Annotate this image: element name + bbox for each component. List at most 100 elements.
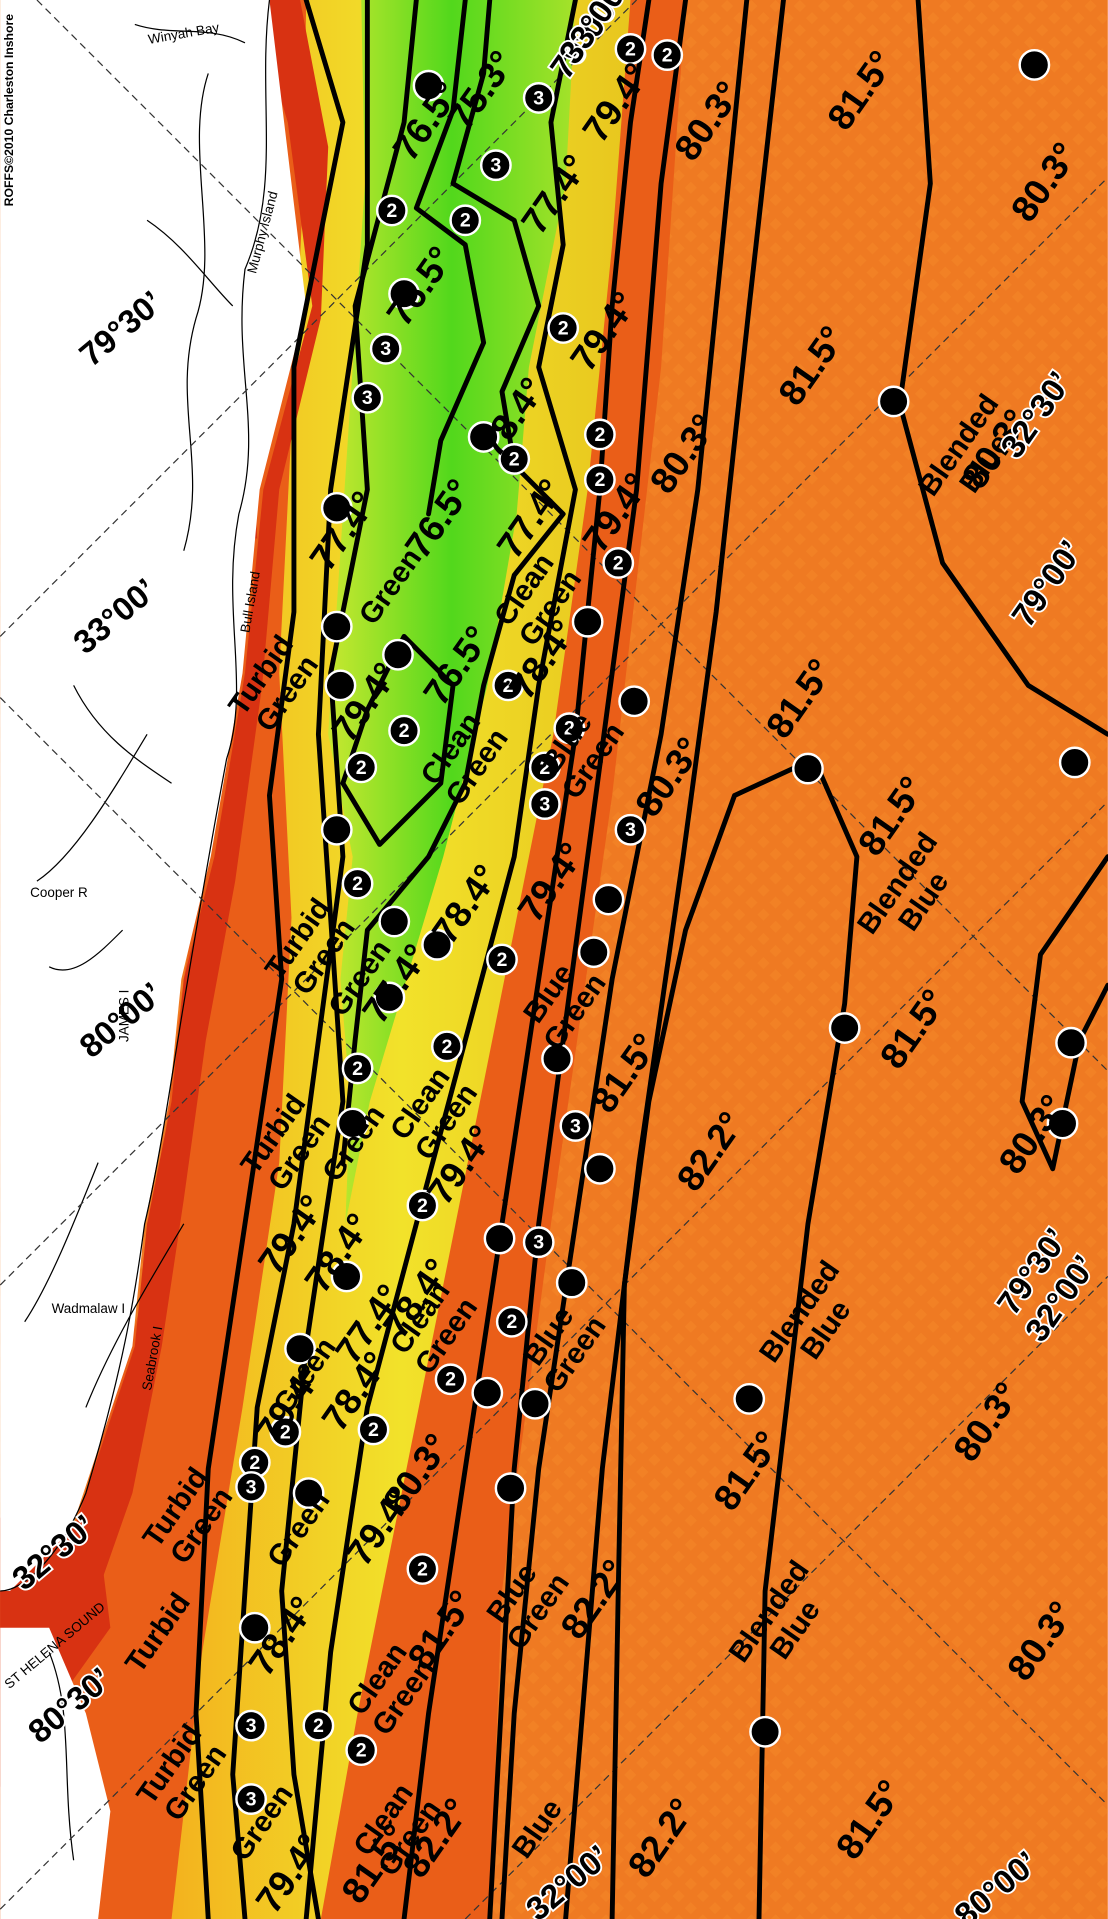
station-number: 2: [356, 1740, 367, 1762]
station-marker: [357, 1413, 390, 1446]
station-marker: [614, 813, 647, 846]
isotherm: [279, 0, 370, 1919]
station-number: 2: [460, 210, 471, 232]
station-dot: [792, 752, 824, 785]
station-dot: [421, 928, 454, 961]
station-marker: [583, 418, 616, 451]
place-name: Cooper R: [30, 885, 88, 900]
station-number: 2: [445, 1369, 456, 1391]
station-number: 2: [558, 317, 569, 339]
station-marker: [235, 1471, 268, 1503]
station-dot: [571, 605, 604, 638]
station-marker: [498, 443, 531, 475]
station-marker: [479, 149, 512, 182]
station-number: 3: [625, 819, 636, 841]
station-number: 3: [246, 1788, 257, 1810]
station-marker: [406, 1189, 439, 1222]
station-number: 2: [368, 1419, 379, 1441]
station-marker: [495, 1305, 528, 1338]
station-marker: [269, 1415, 302, 1448]
station-dot: [284, 1332, 316, 1365]
station-marker: [341, 1052, 374, 1085]
station-dot: [592, 883, 625, 916]
station-marker: [492, 669, 525, 702]
station-number: 2: [249, 1452, 260, 1474]
isotherm: [563, 0, 786, 1919]
station-dot: [541, 1042, 573, 1075]
station-number: 2: [625, 38, 636, 60]
station-dot: [1018, 48, 1051, 81]
station-marker: [559, 1110, 592, 1142]
station-dot: [1058, 746, 1091, 779]
station-marker: [651, 39, 684, 71]
station-number: 2: [417, 1558, 428, 1580]
land: [0, 0, 307, 1592]
station-number: 2: [386, 200, 397, 222]
station-dot: [577, 936, 610, 969]
station-marker: [528, 751, 561, 784]
station-marker: [434, 1363, 467, 1396]
station-number: 2: [356, 757, 367, 779]
station-marker: [522, 81, 555, 114]
isotherm: [303, 0, 578, 1919]
station-number: 2: [506, 1311, 517, 1333]
station-number: 2: [662, 44, 673, 66]
station-number: 2: [539, 757, 550, 779]
station-dot: [555, 1266, 588, 1299]
station-dot: [467, 421, 500, 453]
station-number: 2: [497, 949, 508, 971]
station-marker: [406, 1553, 439, 1585]
station-dot: [320, 813, 353, 846]
isotherm: [340, 633, 456, 847]
isotherms: [193, 0, 1108, 1919]
station-dot: [388, 277, 420, 310]
station-dot: [877, 385, 910, 418]
station-dot: [1055, 1026, 1087, 1059]
station-number: 2: [509, 448, 520, 470]
isotherm: [1019, 854, 1108, 1172]
station-marker: [449, 204, 482, 237]
station-marker: [369, 332, 402, 365]
station-dot: [382, 638, 414, 671]
station-dot: [238, 1611, 271, 1644]
land-detail: [0, 0, 271, 1861]
station-dot: [471, 1376, 504, 1409]
station-dot: [519, 1387, 551, 1420]
isotherm: [193, 0, 346, 1919]
station-dot: [320, 491, 353, 524]
station-dot: [618, 685, 651, 718]
station-marker: [235, 1783, 268, 1815]
isotherm: [487, 0, 689, 1919]
station-dot: [828, 1012, 861, 1044]
isotherm: [413, 0, 487, 517]
station-number: 2: [613, 552, 624, 574]
station-number: 2: [399, 720, 410, 742]
credit: ROFFS©2010 Charleston Inshore: [2, 14, 16, 207]
isotherm: [401, 0, 652, 1919]
station-number: 2: [441, 1036, 452, 1058]
station-number: 2: [594, 469, 605, 491]
station-marker: [547, 312, 580, 344]
station-number: 3: [362, 387, 373, 409]
station-dot: [324, 669, 357, 702]
station-dot: [1046, 1107, 1079, 1140]
station-marker: [522, 1226, 555, 1259]
station-marker: [302, 1709, 335, 1742]
station-marker: [388, 714, 420, 747]
station-marker: [235, 1709, 268, 1742]
station-dot: [336, 1107, 369, 1140]
station-marker: [583, 463, 616, 496]
station-marker: [528, 788, 561, 820]
station-dot: [320, 610, 353, 643]
station-dot: [330, 1260, 363, 1293]
station-number: 3: [533, 87, 544, 109]
station-dot: [494, 1472, 527, 1505]
isotherm: [897, 0, 1108, 737]
station-marker: [341, 867, 374, 900]
station-dot: [583, 1152, 616, 1185]
station-dot: [378, 905, 411, 938]
station-dot: [373, 981, 406, 1014]
station-marker: [553, 712, 586, 745]
